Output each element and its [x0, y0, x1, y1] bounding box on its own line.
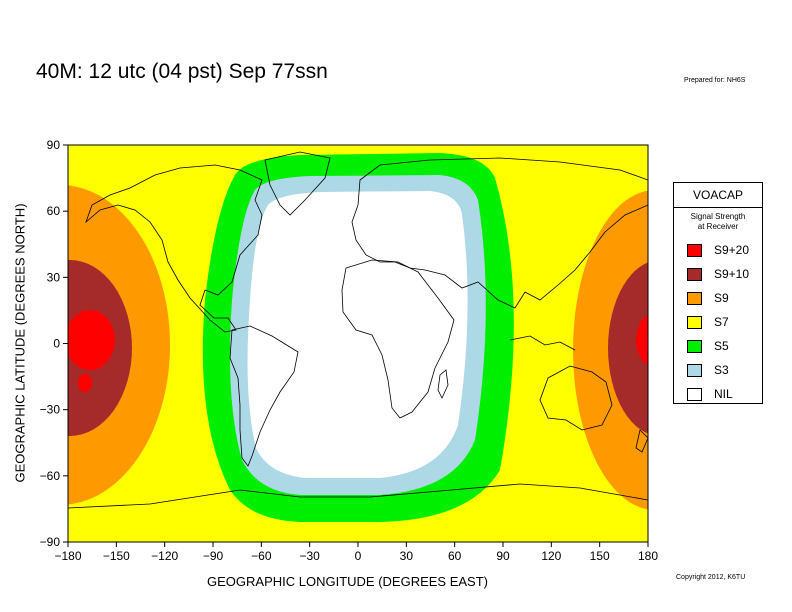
x-tick-label: 90 — [496, 549, 510, 563]
x-tick-label: −30 — [299, 549, 320, 563]
legend-subtitle-line1: Signal Strength — [690, 212, 746, 221]
zone-s9plus20-west-spot — [78, 374, 92, 392]
legend-swatch — [687, 315, 702, 329]
legend-title: VOACAP — [674, 183, 762, 208]
map-title: 40M: 12 utc (04 pst) Sep 77ssn — [36, 60, 328, 83]
y-tick-label: −60 — [40, 469, 61, 483]
x-axis: −180 −150 −120 −90 −60 −30 0 30 60 90 120 150 180 — [54, 542, 658, 563]
legend-label: S9+20 — [714, 243, 750, 257]
legend-label: S5 — [714, 339, 729, 353]
y-tick-label: 60 — [47, 204, 61, 218]
prepared-for-note: Prepared for: NH6S — [684, 77, 746, 84]
x-tick-label: 60 — [448, 549, 462, 563]
landmass-greenland — [264, 151, 331, 216]
legend-label: S9+10 — [714, 267, 750, 281]
x-tick-label: 30 — [400, 549, 414, 563]
legend-item-s3: S3 — [674, 358, 762, 382]
legend-item-s9: S9 — [674, 286, 762, 310]
coastlines — [68, 151, 648, 509]
legend-label: S9 — [714, 291, 729, 305]
legend-subtitle: Signal Strength at Receiver — [674, 212, 762, 232]
y-axis: 90 60 30 0 −30 −60 −90 — [40, 138, 68, 549]
y-tick-label: −90 — [40, 535, 61, 549]
landmass-indonesia — [509, 335, 576, 351]
y-tick-label: 90 — [47, 138, 61, 152]
legend-swatch — [687, 267, 702, 281]
x-tick-label: 120 — [541, 549, 561, 563]
zone-s9plus20-west — [68, 310, 115, 370]
landmass-new-zealand — [635, 429, 648, 453]
landmass-madagascar — [437, 369, 449, 399]
x-axis-title: GEOGRAPHIC LONGITUDE (DEGREES EAST) — [207, 574, 488, 589]
x-tick-label: 0 — [355, 549, 362, 563]
legend-item-nil: NIL — [674, 382, 762, 406]
legend-item-s7: S7 — [674, 310, 762, 334]
y-tick-label: 0 — [53, 337, 60, 351]
y-axis-title: GEOGRAPHIC LATITUDE (DEGREES NORTH) — [12, 203, 28, 483]
copyright-note: Copyright 2012, K6TU — [676, 574, 746, 581]
landmass-south-america — [229, 325, 299, 467]
legend-swatch — [687, 339, 702, 353]
x-tick-label: 180 — [638, 549, 658, 563]
y-tick-label: 30 — [47, 270, 61, 284]
legend-item-s5: S5 — [674, 334, 762, 358]
legend-label: S7 — [714, 315, 729, 329]
legend-label: S3 — [714, 363, 729, 377]
x-tick-label: 150 — [590, 549, 610, 563]
x-tick-label: −150 — [103, 549, 130, 563]
legend-swatch — [687, 387, 702, 401]
coverage-zones — [68, 145, 648, 542]
legend-label: NIL — [714, 387, 733, 401]
landmass-australia — [539, 365, 613, 431]
zone-s9plus20-east — [636, 314, 648, 366]
x-tick-label: −120 — [151, 549, 178, 563]
x-tick-label: −180 — [54, 549, 81, 563]
legend-swatch — [687, 243, 702, 257]
legend-swatch — [687, 291, 702, 305]
zone-nil — [247, 191, 468, 478]
x-tick-label: −60 — [251, 549, 272, 563]
landmass-north-america — [85, 164, 263, 333]
legend-item-s9plus10: S9+10 — [674, 262, 762, 286]
landmass-eurasia — [351, 157, 648, 309]
landmass-africa — [341, 259, 455, 419]
legend: VOACAP Signal Strength at Receiver S9+20… — [673, 182, 763, 404]
legend-items: S9+20 S9+10 S9 S7 S5 S3 NIL — [674, 238, 762, 406]
y-tick-label: −30 — [40, 403, 61, 417]
legend-item-s9plus20: S9+20 — [674, 238, 762, 262]
landmass-antarctica — [68, 483, 648, 509]
x-tick-label: −90 — [203, 549, 224, 563]
legend-swatch — [687, 363, 702, 377]
legend-subtitle-line2: at Receiver — [697, 222, 739, 231]
zone-s9plus10-east — [608, 262, 648, 434]
